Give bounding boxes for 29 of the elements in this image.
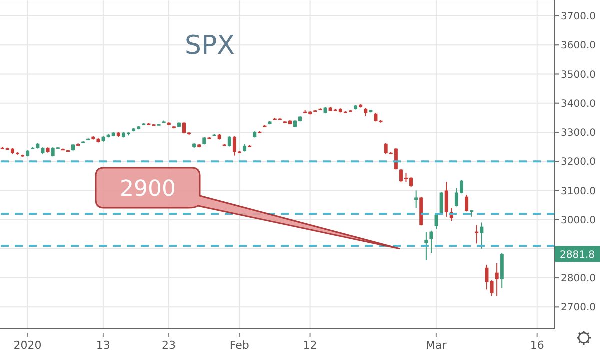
x-tick-label: 23	[162, 339, 176, 350]
y-tick-label: 3200.0	[561, 157, 596, 168]
candlestick	[465, 194, 469, 212]
x-tick-label: 2020	[14, 339, 42, 350]
text: 2881.8	[560, 250, 595, 262]
y-tick-label: 3100.0	[561, 186, 596, 198]
x-tick-label: 12	[303, 339, 318, 350]
candlestick	[495, 262, 499, 297]
y-tick-label: 3300.0	[561, 128, 596, 140]
y-tick-label: 3400.0	[561, 98, 596, 110]
candlestick	[414, 190, 418, 209]
candlestick	[424, 232, 428, 260]
y-tick-label: 2700.0	[561, 302, 596, 314]
x-tick-label: 13	[96, 339, 110, 350]
candlestick	[480, 222, 484, 250]
candlestick	[440, 192, 444, 216]
x-tick-label: Mar	[426, 339, 448, 350]
text: SPX	[185, 31, 235, 61]
y-tick-label: 3500.0	[561, 70, 596, 81]
y-tick-label: 3000.0	[561, 215, 596, 226]
candlestick	[434, 213, 438, 230]
candlestick	[475, 224, 479, 244]
annotation: 2900	[120, 177, 176, 202]
candlestick	[430, 230, 434, 254]
y-tick-label: 2800.0	[561, 274, 596, 285]
x-tick-label: 16	[530, 339, 544, 350]
y-tick-label: 3600.0	[561, 40, 596, 52]
x-tick-label: Feb	[230, 339, 250, 350]
y-tick-label: 3700.0	[561, 12, 596, 23]
